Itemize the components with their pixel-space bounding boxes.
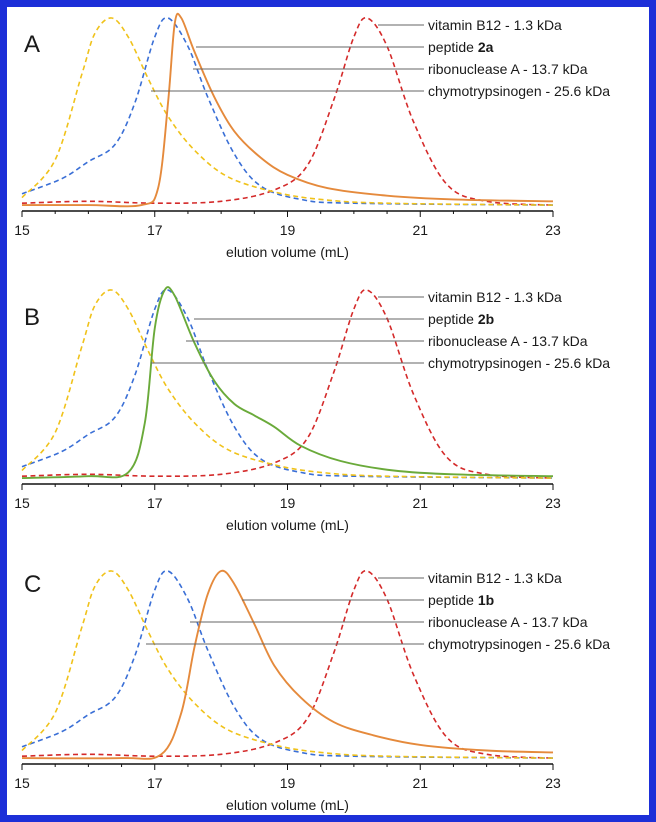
- legend-label-text: vitamin B12 - 1.3 kDa: [428, 17, 562, 33]
- panel-a: A 15 17 19 21 23 elution volume (mL) vitamin B1…: [14, 12, 610, 260]
- x-tick-label: 15: [14, 775, 30, 791]
- series-line-ribonuclease-a-13-7-kda: [21, 569, 554, 759]
- legend-label-text: peptide: [428, 39, 478, 55]
- legend-label: peptide 2a: [428, 39, 494, 55]
- x-axis-title: elution volume (mL): [226, 244, 349, 260]
- legend-label-text: peptide: [428, 311, 478, 327]
- series-line-peptide-2b: [21, 286, 554, 480]
- legend-label-text: ribonuclease A - 13.7 kDa: [428, 333, 588, 349]
- series-line-ribonuclease-a-13-7-kda: [21, 288, 554, 479]
- panel-letter: B: [24, 304, 40, 331]
- panel-letter: A: [24, 31, 40, 58]
- legend-label: chymotrypsinogen - 25.6 kDa: [428, 355, 610, 371]
- x-tick-label: 19: [280, 495, 296, 511]
- legend-label-text: vitamin B12 - 1.3 kDa: [428, 289, 562, 305]
- legend-label: ribonuclease A - 13.7 kDa: [428, 614, 588, 630]
- legend-label: ribonuclease A - 13.7 kDa: [428, 333, 588, 349]
- panel-b: B 15 17 19 21 23 elution volume (mL) vitamin B1…: [14, 286, 610, 533]
- x-tick-label: 21: [412, 495, 428, 511]
- legend-label-text: chymotrypsinogen - 25.6 kDa: [428, 636, 610, 652]
- legend-label-text: chymotrypsinogen - 25.6 kDa: [428, 83, 610, 99]
- x-tick-label: 15: [14, 222, 30, 238]
- x-tick-label: 23: [545, 495, 561, 511]
- legend-label-compound: 2b: [478, 311, 494, 327]
- legend-label-text: chymotrypsinogen - 25.6 kDa: [428, 355, 610, 371]
- series-line-peptide-2a: [22, 12, 554, 208]
- series-line-chymotrypsinogen-25-6-kda: [21, 289, 554, 479]
- legend-label: chymotrypsinogen - 25.6 kDa: [428, 636, 610, 652]
- legend-label-text: ribonuclease A - 13.7 kDa: [428, 61, 588, 77]
- x-tick-label: 23: [545, 222, 561, 238]
- x-axis-title: elution volume (mL): [226, 517, 349, 533]
- series-line-chymotrypsinogen-25-6-kda: [21, 570, 554, 759]
- legend-label: peptide 1b: [428, 592, 494, 608]
- legend-label: vitamin B12 - 1.3 kDa: [428, 17, 562, 33]
- legend-label: peptide 2b: [428, 311, 494, 327]
- x-tick-label: 17: [147, 222, 163, 238]
- x-tick-label: 21: [412, 775, 428, 791]
- x-tick-label: 15: [14, 495, 30, 511]
- x-tick-label: 23: [545, 775, 561, 791]
- legend-label: vitamin B12 - 1.3 kDa: [428, 570, 562, 586]
- legend-label: ribonuclease A - 13.7 kDa: [428, 61, 588, 77]
- x-tick-label: 19: [280, 222, 296, 238]
- x-axis-title: elution volume (mL): [226, 797, 349, 813]
- legend-label-text: ribonuclease A - 13.7 kDa: [428, 614, 588, 630]
- x-tick-label: 19: [280, 775, 296, 791]
- legend-label-compound: 1b: [478, 592, 494, 608]
- panel-c: C 15 17 19 21 23 elution volume (mL) vitamin B1…: [14, 569, 610, 813]
- series-line-ribonuclease-a-13-7-kda: [21, 16, 554, 206]
- legend-label-text: vitamin B12 - 1.3 kDa: [428, 570, 562, 586]
- x-tick-label: 17: [147, 495, 163, 511]
- panel-letter: C: [24, 571, 41, 598]
- legend-label-text: peptide: [428, 592, 478, 608]
- series-line-chymotrypsinogen-25-6-kda: [21, 17, 554, 206]
- x-tick-label: 21: [412, 222, 428, 238]
- legend-label: chymotrypsinogen - 25.6 kDa: [428, 83, 610, 99]
- legend-label-compound: 2a: [478, 39, 494, 55]
- legend-label: vitamin B12 - 1.3 kDa: [428, 289, 562, 305]
- x-tick-label: 17: [147, 775, 163, 791]
